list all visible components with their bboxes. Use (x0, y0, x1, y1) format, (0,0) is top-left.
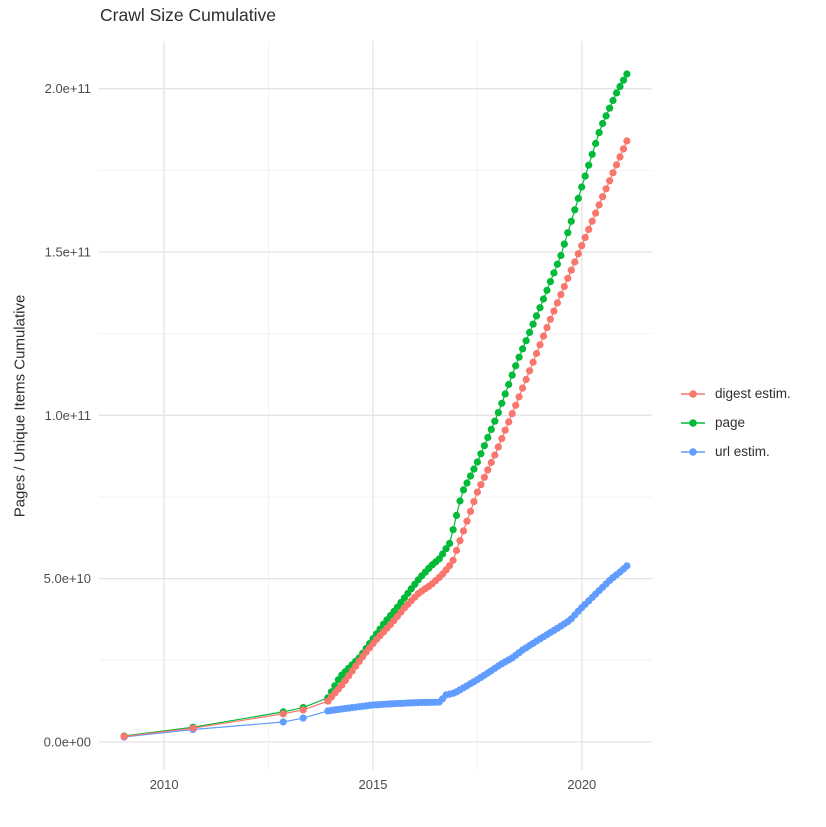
legend-label: url estim. (715, 444, 770, 459)
legend-item-url: url estim. (680, 437, 791, 466)
tick-label: 2015 (359, 777, 388, 792)
grid-major (99, 41, 652, 770)
legend-label: digest estim. (715, 386, 791, 401)
tick-label: 0.0e+00 (44, 734, 91, 749)
axis-tick-labels: 0.0e+00 5.0e+10 1.0e+11 1.5e+11 2.0e+11 2010 2… (44, 81, 597, 792)
tick-label: 1.0e+11 (45, 408, 91, 423)
legend-key-page-icon (681, 418, 705, 427)
legend-key-digest-icon (681, 389, 705, 398)
tick-label: 5.0e+10 (44, 571, 91, 586)
legend-label: page (715, 415, 746, 430)
legend-key-url-icon (681, 447, 705, 456)
tick-label: 2010 (150, 777, 179, 792)
series-digest-estim (120, 137, 631, 741)
legend-item-page: page (680, 408, 791, 437)
grid-minor (99, 41, 652, 770)
legend-item-digest: digest estim. (680, 379, 791, 408)
tick-label: 2020 (567, 777, 596, 792)
plot-title: Crawl Size Cumulative (100, 5, 277, 25)
legend: digest estim. page url estim. (680, 379, 791, 466)
tick-label: 1.5e+11 (45, 244, 91, 259)
tick-label: 2.0e+11 (45, 81, 91, 96)
series-url-estim (120, 562, 631, 741)
